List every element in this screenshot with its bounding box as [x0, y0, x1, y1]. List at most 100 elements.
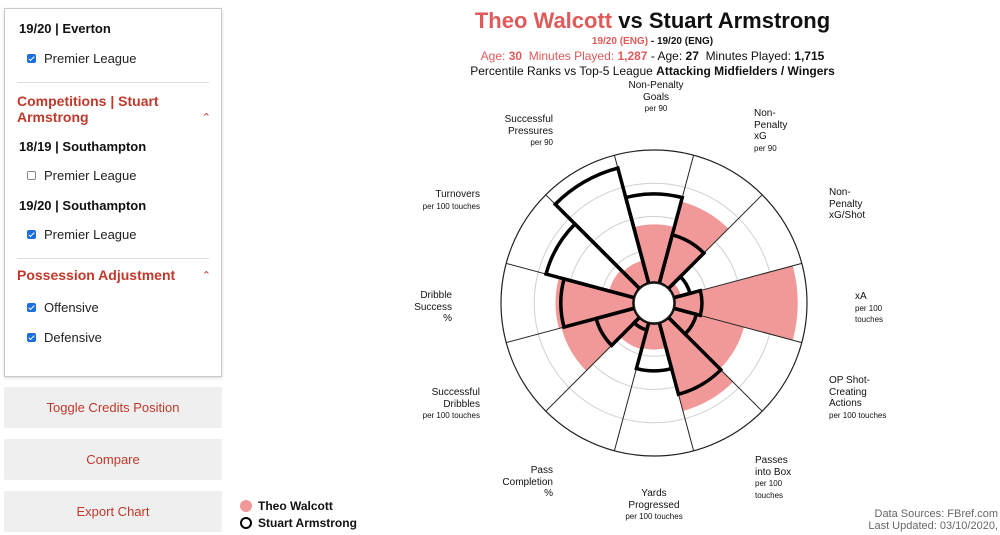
checkbox-premier-league-everton[interactable]: Premier League — [27, 51, 137, 66]
data-sources-text: Data Sources: FBref.com — [874, 508, 999, 520]
bar-stuart-armstrong — [665, 274, 693, 300]
spoke-line — [673, 262, 802, 299]
export-chart-button[interactable]: Export Chart — [4, 491, 222, 532]
bar-theo-walcott — [641, 322, 667, 350]
last-updated-text: Last Updated: 03/10/2020, — [868, 520, 998, 532]
season-sep: - — [648, 36, 657, 47]
bar-stuart-armstrong — [623, 192, 685, 286]
chevron-up-icon[interactable]: ⌃ — [201, 112, 211, 124]
checkbox-label: Defensive — [44, 330, 102, 345]
subtitle: Percentile Ranks vs Top-5 League Attacki… — [380, 64, 925, 78]
label-turnovers: Turnovers per 100 touches — [418, 189, 480, 212]
bar-theo-walcott — [668, 308, 744, 369]
legend-label: Stuart Armstrong — [258, 516, 357, 530]
bar-stuart-armstrong — [657, 232, 707, 292]
spoke-line — [658, 322, 695, 451]
divider — [17, 82, 209, 83]
section-possession-adjustment[interactable]: Possession Adjustment — [17, 267, 176, 283]
toggle-credits-button[interactable]: Toggle Credits Position — [4, 387, 222, 428]
center-circle — [633, 282, 675, 324]
season-line: 19/20 (ENG) - 19/20 (ENG) — [380, 36, 925, 47]
checkbox-premier-league-1819[interactable]: Premier League — [27, 168, 137, 183]
season-heading: 19/20 | Southampton — [19, 198, 147, 213]
checkbox-icon[interactable] — [27, 171, 36, 180]
player1-name: Theo Walcott — [474, 8, 613, 33]
label-yards-progressed: Yards Progressed per 100 touches — [621, 488, 687, 523]
checkbox-icon[interactable] — [27, 54, 36, 63]
label-unit: per 100 touches — [422, 411, 480, 420]
vs-text: vs — [618, 8, 643, 33]
player2-name: Stuart Armstrong — [648, 8, 831, 33]
season1: 19/20 (ENG) — [591, 36, 649, 47]
label-name: Yards Progressed — [628, 488, 680, 511]
compare-button[interactable]: Compare — [4, 439, 222, 480]
label-name: Non-Penalty Goals — [628, 80, 684, 103]
bar-stuart-armstrong — [631, 314, 651, 333]
label-np-goals: Non-Penalty Goals per 90 — [626, 80, 686, 115]
checkbox-offensive[interactable]: Offensive — [27, 300, 99, 315]
checkbox-label: Premier League — [44, 168, 137, 183]
chevron-up-icon[interactable]: ⌃ — [201, 270, 211, 282]
label-name: Pass Completion — [502, 465, 553, 488]
mins2-label: Minutes Played: — [705, 49, 791, 63]
checkbox-label: Offensive — [44, 300, 99, 315]
label-unit: per 90 — [754, 143, 777, 153]
subtitle-position: Attacking Midfielders / Wingers — [656, 64, 835, 78]
spoke-line — [506, 307, 635, 344]
label-successful-dribbles: Successful Dribbles per 100 touches — [418, 387, 480, 422]
legend-item-player2[interactable]: Stuart Armstrong — [240, 516, 357, 530]
bar-theo-walcott — [561, 308, 640, 371]
label-successful-pressures: Successful Pressures per 90 — [487, 114, 553, 149]
season-heading: 19/20 | Everton — [19, 21, 111, 36]
bar-stuart-armstrong — [671, 288, 704, 318]
label-unit: per 100 touches — [829, 410, 887, 420]
legend-swatch-filled — [240, 500, 252, 512]
legend-item-player1[interactable]: Theo Walcott — [240, 499, 333, 513]
label-np-xg: Non-Penalty xG per 90 — [754, 108, 802, 154]
age2-label: - Age: — [650, 49, 683, 63]
label-pass-completion: Pass Completion % — [493, 465, 553, 500]
label-unit: per 100 touches — [625, 512, 683, 521]
grid-ring — [600, 249, 708, 357]
age2-value: 27 — [685, 49, 699, 63]
spoke-line — [545, 316, 641, 412]
label-unit: per 100 touches — [422, 201, 480, 211]
bar-stuart-armstrong — [593, 306, 643, 348]
checkbox-icon[interactable] — [27, 230, 36, 239]
label-xa: xA per 100 touches — [855, 291, 903, 326]
label-unit: per 100 touches — [755, 479, 784, 500]
mins1-label: Minutes Played: — [528, 49, 615, 63]
label-op-sca: OP Shot-Creating Actions per 100 touches — [829, 375, 889, 421]
mins2-value: 1,715 — [794, 49, 825, 63]
spoke-line — [613, 155, 650, 284]
label-name: Non-Penalty xG — [754, 108, 788, 142]
checkbox-label: Premier League — [44, 51, 137, 66]
label-name: Passes into Box — [755, 455, 792, 478]
checkbox-icon[interactable] — [27, 333, 36, 342]
checkbox-label: Premier League — [44, 227, 137, 242]
age1-label: Age: — [480, 49, 506, 63]
bar-theo-walcott — [555, 277, 635, 329]
outer-ring — [500, 149, 808, 457]
player-info-line: Age: 30 Minutes Played: 1,287 - Age: 27 … — [380, 49, 925, 63]
season-heading: 18/19 | Southampton — [19, 139, 147, 154]
label-unit: % — [443, 313, 452, 324]
bar-theo-walcott — [620, 317, 649, 350]
label-unit: per 90 — [530, 138, 553, 147]
label-name: Successful Pressures — [504, 114, 553, 137]
section-competitions[interactable]: Competitions | Stuart Armstrong — [17, 93, 159, 125]
checkbox-icon[interactable] — [27, 303, 36, 312]
spoke-line — [667, 316, 763, 412]
legend-label: Theo Walcott — [258, 499, 333, 513]
label-passes-into-box: Passes into Box per 100 touches — [755, 455, 805, 501]
label-name: Dribble Success — [414, 290, 452, 313]
checkbox-defensive[interactable]: Defensive — [27, 330, 102, 345]
bar-theo-walcott — [622, 260, 649, 289]
bar-theo-walcott — [659, 201, 729, 289]
label-unit: per 90 — [644, 104, 668, 113]
checkbox-premier-league-1920[interactable]: Premier League — [27, 227, 137, 242]
bar-stuart-armstrong — [665, 306, 699, 337]
bar-theo-walcott — [668, 283, 682, 298]
label-name: Successful Dribbles — [431, 387, 480, 410]
season2: 19/20 (ENG) — [656, 36, 714, 47]
